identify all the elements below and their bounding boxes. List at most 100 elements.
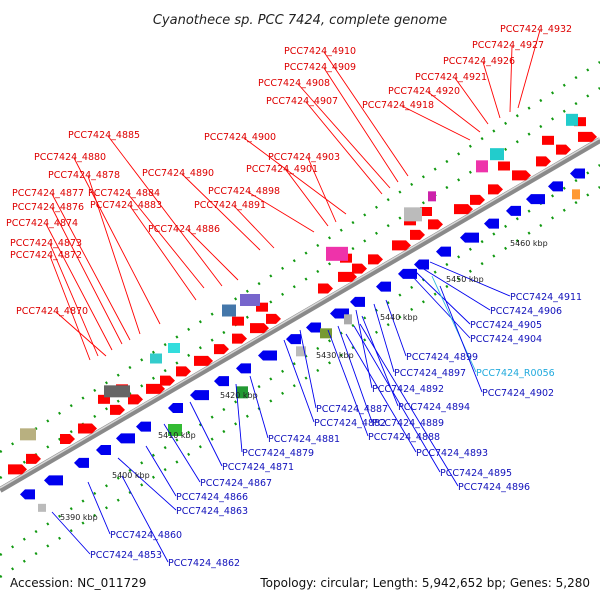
cog-category-box <box>168 424 182 436</box>
reverse-gene-arrow <box>526 194 545 205</box>
leader-line-forward <box>49 255 91 361</box>
cog-category-box <box>104 385 130 398</box>
gene-label-reverse: PCC7424_4894 <box>398 402 470 413</box>
leader-line-forward <box>73 157 161 325</box>
leader-line-reverse <box>327 329 369 437</box>
forward-gene-block <box>542 135 554 145</box>
forward-gene-arrow <box>578 131 597 142</box>
gene-label-forward: PCC7424_4903 <box>268 152 340 163</box>
gene-label-forward: PCC7424_4877 <box>12 188 84 199</box>
reverse-gene-arrow <box>398 268 417 279</box>
leader-line-reverse <box>51 511 91 555</box>
gene-label-reverse: PCC7424_4892 <box>372 384 444 395</box>
gene-label-reverse: PCC7424_4902 <box>482 388 554 399</box>
gene-label-reverse: PCC7424_4889 <box>372 418 444 429</box>
forward-gene-arrow <box>250 323 269 334</box>
leader-line-reverse <box>345 333 417 453</box>
gene-label-reverse: PCC7424_4866 <box>176 492 248 503</box>
leader-line-forward <box>107 135 223 287</box>
gene-label-reverse: PCC7424_4895 <box>440 468 512 479</box>
cog-category-box <box>38 503 46 512</box>
cog-category-box <box>476 160 488 173</box>
scale-labels: 5390 kbp 5400 kbp 5410 kbp 5420 kbp 5430 kbp… <box>60 239 548 522</box>
forward-gene-arrow <box>146 383 165 394</box>
gene-label-forward: PCC7424_4907 <box>266 96 338 107</box>
leader-line-reverse <box>249 375 269 439</box>
reverse-gene-arrow <box>376 281 391 292</box>
leader-line-forward <box>297 83 391 189</box>
gene-label-forward: PCC7424_4909 <box>284 62 356 73</box>
cog-category-box <box>296 346 306 357</box>
gene-label-forward: PCC7424_4880 <box>34 152 106 163</box>
leader-line-forward <box>323 67 399 183</box>
gene-label-reverse: PCC7424_4882 <box>314 418 386 429</box>
leader-line-forward <box>243 137 347 215</box>
forward-gene-arrow <box>454 204 473 215</box>
reverse-gene-arrow <box>258 350 277 361</box>
scale-label: 5390 kbp <box>60 513 98 522</box>
leader-line-forward <box>129 205 197 301</box>
scale-label: 5430 kbp <box>316 351 354 360</box>
cog-category-box <box>566 113 578 126</box>
leader-line-forward <box>181 173 261 251</box>
forward-gene-arrow <box>470 194 485 205</box>
forward-gene-block <box>256 302 268 312</box>
reverse-gene-arrow <box>190 390 209 401</box>
leader-line-forward <box>51 193 131 341</box>
gene-label-forward: PCC7424_4872 <box>10 250 82 261</box>
gene-label-reverse: PCC7424_4853 <box>90 550 162 561</box>
cog-category-box <box>344 314 352 325</box>
cog-category-box <box>222 304 236 317</box>
reverse-gene-arrow <box>306 322 321 333</box>
cog-category-box <box>240 294 260 306</box>
cog-category-box <box>490 148 504 161</box>
gene-label-reverse: PCC7424_4867 <box>200 478 272 489</box>
gene-label-reverse: PCC7424_4887 <box>316 404 388 415</box>
leader-line-forward <box>247 191 315 233</box>
forward-gene-arrow <box>338 271 357 282</box>
scale-label: 5410 kbp <box>158 431 196 440</box>
forward-gene-block <box>98 394 110 404</box>
cog-category-box <box>320 328 332 339</box>
gene-label-forward: PCC7424_4870 <box>16 306 88 317</box>
leader-line-reverse <box>337 325 373 423</box>
forward-gene-arrow <box>160 375 175 386</box>
leader-line-reverse <box>439 285 483 393</box>
leader-line-reverse <box>235 383 243 453</box>
reverse-gene-arrow <box>74 457 89 468</box>
leader-line-reverse <box>353 325 441 473</box>
cog-category-box <box>168 343 180 353</box>
forward-gene-arrow <box>488 184 503 195</box>
forward-gene-arrow <box>318 283 333 294</box>
leader-line-reverse <box>163 423 201 483</box>
gene-label-forward: PCC7424_4900 <box>204 132 276 143</box>
leader-line-forward <box>87 175 141 335</box>
gene-label-reverse: PCC7424_4881 <box>268 434 340 445</box>
reverse-gene-arrow <box>414 259 429 270</box>
cog-category-box <box>150 353 162 364</box>
gene-label-forward: PCC7424_4932 <box>500 24 572 35</box>
leader-line-reverse <box>359 323 459 487</box>
gene-label-forward: PCC7424_4878 <box>48 170 120 181</box>
forward-gene-arrow <box>266 313 281 324</box>
reverse-gene-arrow <box>136 421 151 432</box>
reverse-gene-arrow <box>436 246 451 257</box>
reverse-gene-arrow <box>44 475 63 486</box>
scale-label: 5450 kbp <box>446 275 484 284</box>
gene-label-forward: PCC7424_4908 <box>258 78 330 89</box>
gene-label-forward: PCC7424_4874 <box>6 218 78 229</box>
leader-line-forward <box>401 105 471 141</box>
reverse-gene-arrow <box>116 433 135 444</box>
scale-label: 5460 kbp <box>510 239 548 248</box>
label-leader-lines <box>45 29 541 563</box>
gene-label-reverse: PCC7424_4906 <box>490 306 562 317</box>
leader-line-forward <box>51 207 123 345</box>
reverse-gene-arrow <box>506 205 521 216</box>
forward-gene-arrow <box>368 254 383 265</box>
forward-gene-arrow <box>194 355 213 366</box>
gene-label-reverse: PCC7424_4904 <box>470 334 542 345</box>
leader-line-forward <box>45 223 113 351</box>
cog-category-box <box>20 428 36 441</box>
forward-gene-arrow <box>428 219 443 230</box>
